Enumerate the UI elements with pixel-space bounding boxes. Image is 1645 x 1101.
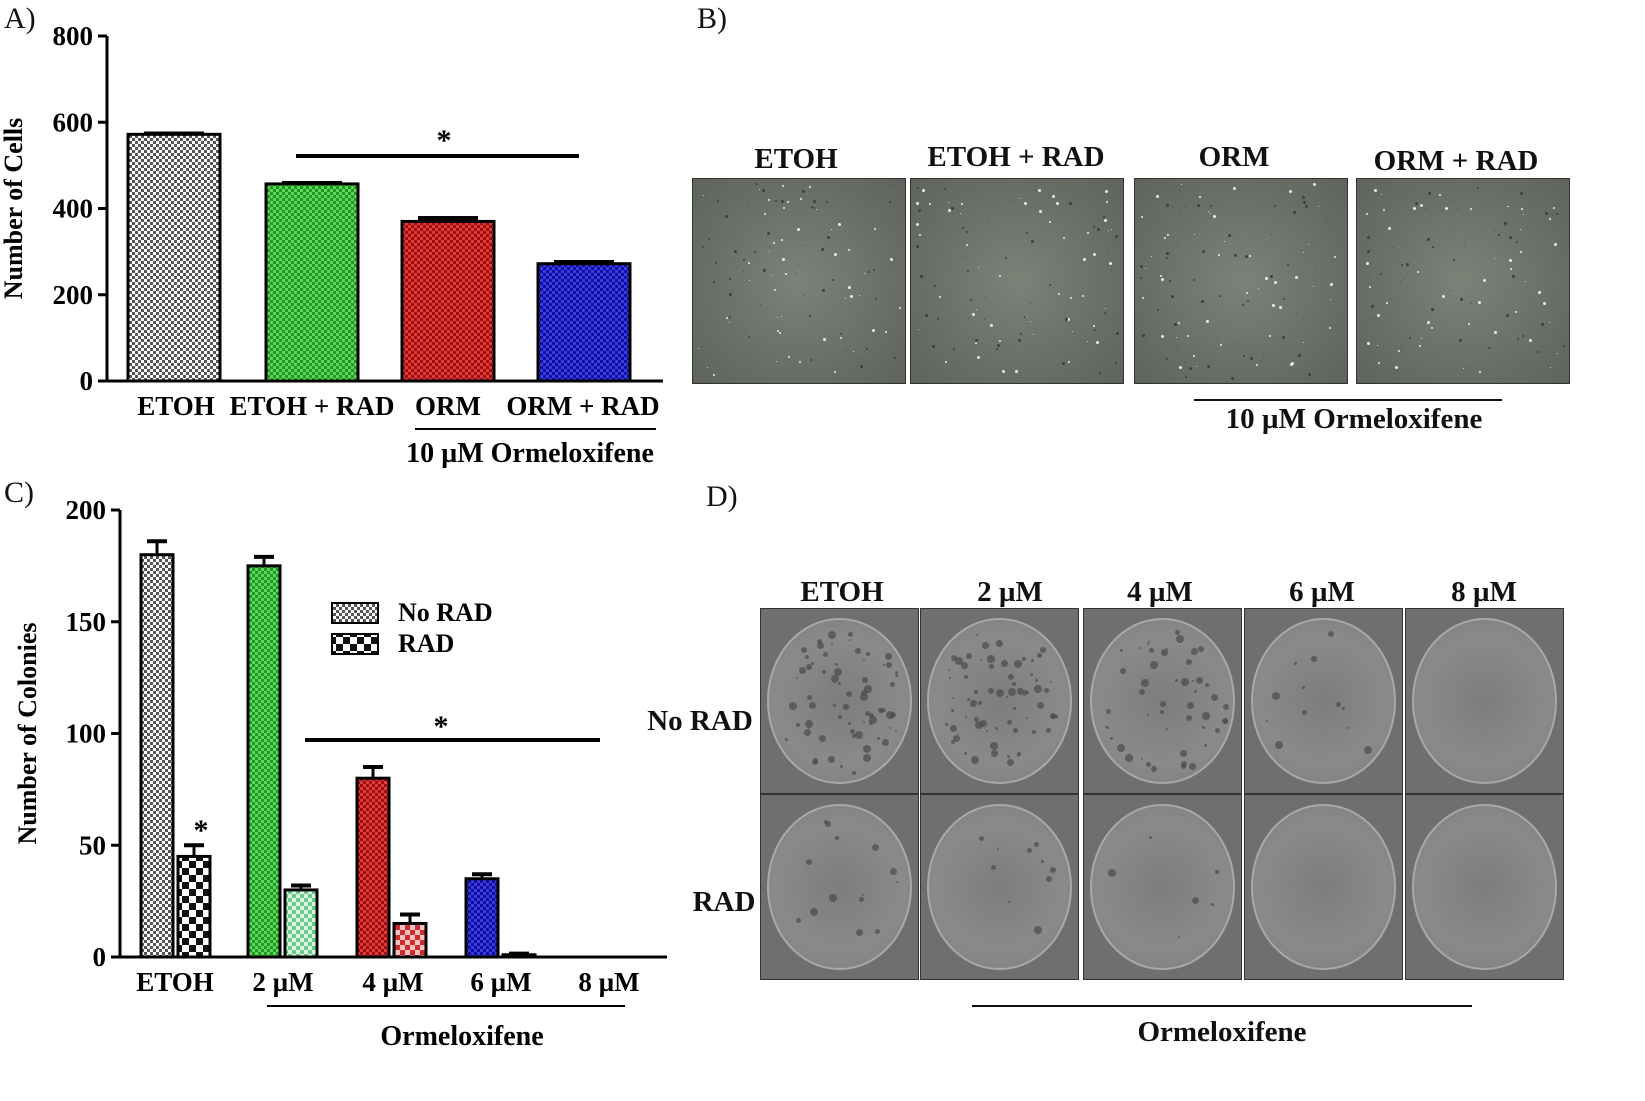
bar-rad-0 [176, 854, 212, 959]
dish-row-no-rad: No RAD [647, 705, 753, 737]
x-category-label: 8 µM [578, 967, 639, 997]
colony-dish [1405, 794, 1564, 980]
y-tick-label: 150 [66, 607, 107, 637]
dish-column-2um: 2 µM [977, 576, 1043, 608]
micrograph-group-label: 10 µM Ormeloxifene [1225, 403, 1483, 435]
panel-c-label: C) [4, 476, 34, 509]
dish-column-8um: 8 µM [1451, 576, 1517, 608]
significance-star: * [437, 124, 452, 157]
dish-row-rad: RAD [692, 886, 756, 918]
colony-dish [920, 608, 1079, 794]
micrograph-label-orm: ORM [1198, 141, 1270, 173]
panel-d-label: D) [706, 480, 738, 513]
bar-orm [400, 219, 496, 383]
micrograph-etoh [692, 178, 906, 384]
dish-column-4um: 4 µM [1127, 576, 1193, 608]
micrograph-orm [1134, 178, 1348, 384]
micrograph-label-etoh: ETOH [754, 143, 838, 175]
group-label: Ormeloxifene [380, 1021, 543, 1052]
micrograph-group-line [1194, 399, 1502, 401]
group-label: 10 µM Ormeloxifene [406, 438, 654, 469]
x-category-label: ORM + RAD [506, 391, 659, 421]
x-category-label: 2 µM [252, 967, 313, 997]
y-tick-label: 0 [80, 366, 94, 396]
significance-star: * [434, 710, 449, 743]
y-tick-label: 50 [79, 830, 106, 860]
y-tick-label: 200 [66, 495, 107, 525]
x-category-label: 6 µM [470, 967, 531, 997]
bar-no-rad-1 [246, 564, 282, 959]
colony-dish [1083, 794, 1242, 980]
legend-label-no-rad: No RAD [398, 598, 493, 627]
panel-b-label: B) [697, 2, 727, 35]
bar-rad-1 [283, 888, 319, 959]
y-tick-label: 0 [93, 942, 107, 972]
dish-column-6um: 6 µM [1289, 576, 1355, 608]
legend-swatch-no-rad [331, 602, 379, 624]
y-tick-label: 100 [66, 719, 107, 749]
y-tick-label: 800 [53, 21, 94, 51]
bar-no-rad-2 [355, 776, 391, 959]
colony-dish [1244, 794, 1403, 980]
y-axis-title: Number of Cells [0, 118, 28, 300]
y-tick-label: 200 [53, 280, 94, 310]
colony-dish [1405, 608, 1564, 794]
colony-count-chart: 0 50 100 150 200 Number of Colonies ETOH 2 µM 4… [13, 495, 667, 1052]
colony-dish [760, 794, 919, 980]
cell-count-chart: 0 200 400 600 800 Number of Cells ETOH ETOH + … [0, 21, 663, 469]
micrograph-etoh-rad [910, 178, 1124, 384]
legend-swatch-rad [331, 633, 379, 655]
x-category-label: ETOH + RAD [230, 391, 395, 421]
legend-label-rad: RAD [398, 629, 454, 658]
x-category-label: ETOH [137, 391, 215, 421]
colony-dish [760, 608, 919, 794]
micrograph-label-orm-rad: ORM + RAD [1373, 145, 1539, 177]
y-tick-label: 600 [53, 107, 94, 137]
dish-column-etoh: ETOH [800, 576, 884, 608]
x-category-label: ETOH [136, 967, 214, 997]
bar-no-rad-3 [464, 877, 500, 959]
bar-etoh-rad [264, 182, 360, 383]
panel-a-label: A) [4, 2, 36, 35]
colony-dish [1083, 608, 1242, 794]
micrograph-label-etoh-rad: ETOH + RAD [927, 141, 1105, 173]
bar-no-rad-0 [139, 553, 175, 959]
colony-dish [920, 794, 1079, 980]
dish-group-line [972, 1005, 1472, 1007]
bar-etoh [126, 132, 222, 383]
y-axis-title: Number of Colonies [13, 623, 42, 845]
significance-star-etoh-rad: * [194, 814, 209, 847]
x-category-label: ORM [415, 391, 481, 421]
bar-orm-rad [536, 262, 632, 383]
x-category-label: 4 µM [362, 967, 423, 997]
colony-dish [1244, 608, 1403, 794]
dish-group-label: Ormeloxifene [1137, 1016, 1307, 1048]
bar-rad-2 [392, 921, 428, 959]
y-tick-label: 400 [53, 194, 94, 224]
micrograph-orm-rad [1356, 178, 1570, 384]
